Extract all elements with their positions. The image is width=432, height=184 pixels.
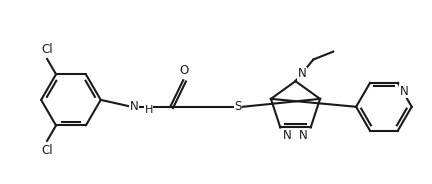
Text: O: O xyxy=(180,64,189,77)
Text: Cl: Cl xyxy=(41,43,53,56)
Text: N: N xyxy=(130,100,139,113)
Text: N: N xyxy=(400,85,409,98)
Text: Cl: Cl xyxy=(41,144,53,157)
Text: N: N xyxy=(283,130,292,142)
Text: H: H xyxy=(144,105,153,115)
Text: N: N xyxy=(298,67,306,80)
Text: S: S xyxy=(234,100,241,113)
Text: N: N xyxy=(299,130,308,142)
